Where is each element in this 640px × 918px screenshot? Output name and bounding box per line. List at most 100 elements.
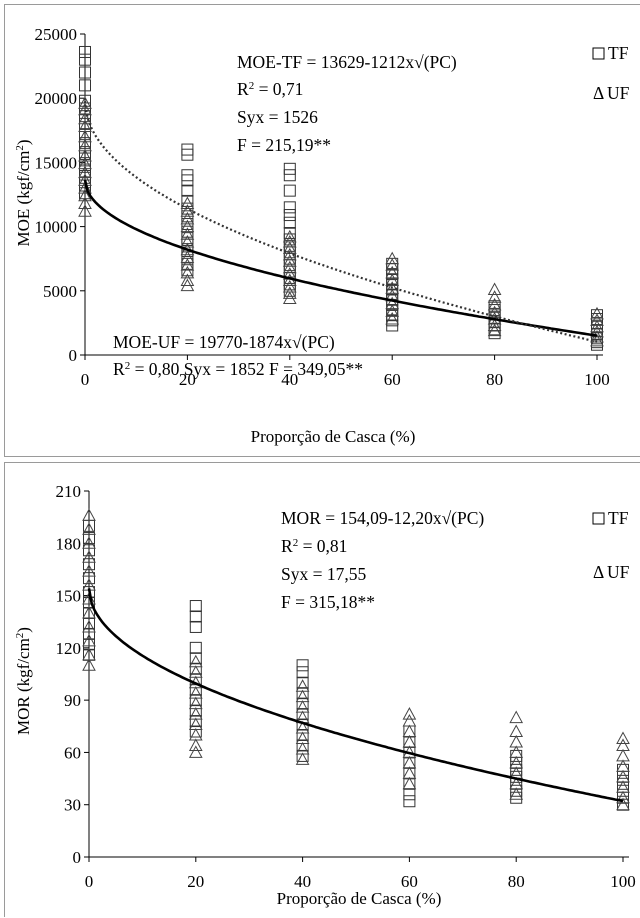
point-uf	[188, 727, 203, 741]
point-uf	[180, 211, 195, 225]
point-uf	[509, 724, 524, 738]
point-uf	[509, 745, 524, 758]
point-tf	[189, 600, 202, 613]
point-tf	[296, 666, 309, 679]
point-tf	[189, 715, 202, 728]
point-tf	[296, 676, 309, 689]
point-tf	[79, 137, 91, 150]
point-uf	[487, 297, 502, 311]
point-uf	[402, 734, 417, 748]
point-uf	[78, 188, 92, 202]
y-tick-label: 0	[73, 848, 82, 867]
point-uf	[616, 790, 630, 804]
legend-triangle-marker: Δ	[593, 83, 604, 103]
point-tf	[386, 319, 399, 332]
y-tick-label: 10000	[35, 218, 78, 237]
point-uf	[402, 707, 417, 720]
point-uf	[385, 304, 400, 317]
point-tf	[296, 708, 309, 721]
point-tf	[510, 784, 523, 797]
point-uf	[385, 312, 400, 325]
point-uf	[487, 318, 502, 331]
point-uf	[385, 296, 400, 310]
point-uf	[82, 536, 96, 549]
point-tf	[403, 788, 416, 801]
moe-chart: 0 5000 10000 15000 20000 25000 0 20 40 60 80 100 P…	[14, 25, 630, 446]
x-tick-label: 40	[281, 370, 298, 389]
point-uf	[282, 260, 297, 274]
point-uf	[78, 196, 92, 209]
point-tf	[181, 148, 194, 161]
moe-data-points	[78, 45, 604, 351]
point-tf	[181, 184, 194, 197]
mor-data-points	[82, 508, 630, 811]
point-uf	[487, 323, 502, 337]
point-tf	[79, 152, 91, 165]
point-uf	[78, 165, 92, 179]
point-uf	[385, 273, 400, 287]
legend-label-uf: UF	[607, 83, 630, 103]
point-uf	[590, 329, 604, 343]
y-tick-label: 25000	[35, 25, 78, 44]
x-tick-label: 60	[384, 370, 401, 389]
x-tick-label: 20	[179, 370, 196, 389]
moe-tf-f: F = 215,19**	[237, 135, 331, 155]
point-uf	[78, 148, 92, 162]
mor-regression-curve	[87, 588, 624, 803]
point-uf	[180, 273, 195, 287]
point-uf	[590, 324, 604, 338]
point-uf	[295, 731, 310, 744]
point-uf	[188, 665, 203, 678]
point-uf	[509, 755, 524, 769]
point-uf	[295, 679, 310, 692]
point-tf	[296, 729, 309, 741]
point-uf	[82, 564, 96, 577]
point-uf	[82, 508, 96, 521]
moe-regression-curves	[83, 101, 598, 343]
y-tick-label: 90	[64, 691, 81, 710]
point-tf	[181, 174, 194, 187]
mor-r2: R2 = 0,81	[281, 536, 347, 556]
point-uf	[487, 290, 502, 303]
point-uf	[188, 696, 203, 710]
point-uf	[402, 766, 417, 779]
x-tick-label: 0	[85, 872, 94, 891]
point-tf	[83, 532, 95, 545]
mor-x-axis-label: Proporção de Casca (%)	[277, 889, 442, 908]
moe-uf-equation: MOE-UF = 19770-1874x√(PC)	[113, 332, 335, 352]
point-uf	[487, 305, 502, 319]
curve-uf	[83, 101, 598, 343]
point-uf	[385, 258, 400, 271]
y-tick-label: 180	[56, 534, 82, 553]
moe-tf-equation: MOE-TF = 13629-1212x√(PC)	[237, 52, 457, 72]
point-uf	[402, 724, 417, 738]
mor-chart-panel: 0 30 60 90 120 150 180 210 0 20 40 60 80 100 Proporç…	[4, 462, 640, 917]
y-tick-label: 60	[64, 743, 81, 762]
mor-syx: Syx = 17,55	[281, 564, 366, 584]
y-tick-label: 15000	[35, 153, 78, 172]
point-uf	[188, 745, 203, 758]
point-uf	[82, 605, 96, 619]
point-uf	[487, 282, 502, 296]
point-uf	[188, 707, 203, 720]
point-tf	[283, 162, 296, 175]
mor-y-axis-label: MOR (kgf/cm2)	[14, 627, 33, 735]
mor-x-ticks: 0 20 40 60 80 100	[85, 857, 636, 891]
point-tf	[296, 739, 309, 752]
legend-square-marker	[592, 512, 605, 525]
x-tick-label: 100	[610, 872, 636, 891]
point-uf	[82, 550, 96, 563]
x-tick-label: 80	[486, 370, 503, 389]
x-tick-label: 0	[81, 370, 90, 389]
point-uf	[295, 689, 310, 703]
y-tick-label: 210	[56, 482, 82, 501]
point-tf	[189, 704, 202, 717]
point-uf	[295, 752, 310, 765]
point-uf	[616, 780, 630, 793]
point-tf	[189, 620, 202, 633]
point-tf	[283, 169, 296, 182]
point-uf	[509, 787, 524, 800]
point-uf	[78, 111, 92, 125]
legend-label-uf: UF	[607, 562, 630, 582]
x-tick-label: 20	[187, 872, 204, 891]
